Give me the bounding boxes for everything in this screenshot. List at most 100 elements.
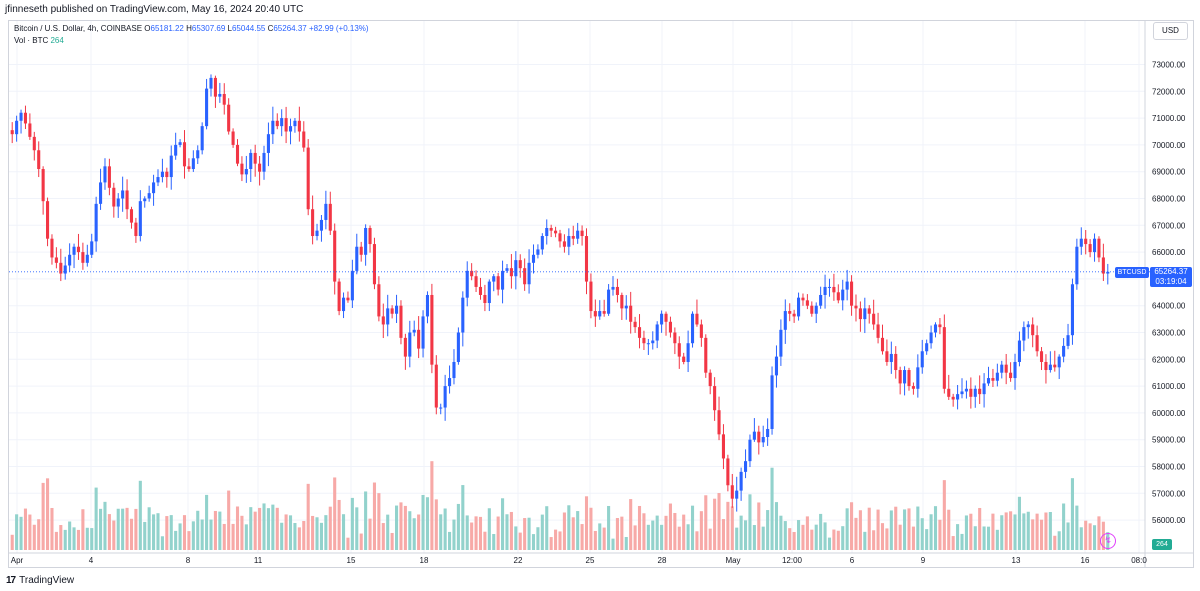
volume-bar (885, 528, 889, 550)
chart-legend[interactable]: Bitcoin / U.S. Dollar, 4h, COINBASE O651… (14, 23, 369, 47)
volume-bar (465, 515, 469, 550)
volume-bar (589, 507, 593, 550)
volume-bar (456, 503, 460, 550)
symbol-tag: BTCUSD (1115, 267, 1149, 278)
candle-body (112, 187, 116, 207)
volume-bar (845, 508, 849, 550)
time-tick-label: 28 (658, 556, 667, 565)
candle-body (474, 276, 478, 287)
candle-body (364, 227, 368, 255)
volume-bar (677, 526, 681, 550)
candle-body (1026, 324, 1030, 328)
candle-body (372, 244, 377, 285)
candle-body (15, 120, 19, 135)
volume-bar (827, 537, 832, 550)
candle-body (209, 77, 213, 89)
volume-bar (32, 524, 36, 550)
candle-body (355, 246, 359, 271)
volume-bar (253, 511, 257, 550)
candle-body (178, 142, 182, 145)
volume-bar (920, 518, 924, 550)
time-tick-label: 15 (347, 556, 356, 565)
candle-body (938, 324, 942, 328)
volume-bar (1026, 511, 1030, 550)
currency-button[interactable]: USD (1153, 22, 1188, 40)
candle-body (156, 177, 160, 183)
last-price-tag: 65264.37 03:19:04 (1150, 267, 1192, 287)
candle-body (933, 324, 938, 333)
candle-body (956, 394, 960, 400)
volume-bar (779, 515, 783, 550)
candle-body (72, 246, 76, 255)
candle-body (341, 297, 346, 312)
volume-bar (209, 519, 213, 550)
volume-bar (523, 518, 527, 550)
candle-body (995, 372, 999, 381)
volume-bar (200, 519, 204, 550)
candle-body (607, 289, 611, 314)
candle-body (850, 281, 854, 306)
candle-body (94, 203, 98, 242)
candle-body (231, 131, 235, 145)
candle-body (713, 386, 717, 411)
volume-bar (421, 494, 425, 550)
candle-body (695, 313, 699, 325)
volume-bar (730, 506, 734, 550)
candle-body (1084, 238, 1088, 245)
volume-bar (942, 480, 946, 550)
legend-open-label: O (144, 24, 151, 33)
candle-body (1062, 345, 1066, 357)
candle-body (827, 286, 832, 288)
volume-bar (1084, 520, 1088, 550)
volume-bar (461, 485, 465, 550)
tradingview-logo[interactable]: 17 TradingView (6, 575, 74, 586)
volume-bar (107, 514, 111, 550)
volume-bar (509, 511, 513, 550)
candle-body (611, 286, 615, 290)
volume-bar (717, 493, 721, 550)
volume-bar (907, 508, 911, 550)
candle-body (721, 434, 725, 459)
candle-body (518, 260, 522, 269)
legend-price-row: Bitcoin / U.S. Dollar, 4h, COINBASE O651… (14, 23, 369, 35)
candle-body (478, 286, 483, 295)
price-tick-label: 59000.00 (1152, 436, 1186, 445)
volume-bar (1075, 505, 1079, 550)
volume-bar (205, 494, 209, 550)
candle-body (964, 388, 968, 392)
volume-bar (911, 526, 915, 550)
volume-bar (1062, 503, 1066, 550)
volume-bar (1048, 512, 1052, 550)
candle-body (1013, 361, 1017, 379)
chart-frame[interactable] (8, 20, 1194, 568)
price-axis: 73000.00 72000.00 71000.00 70000.00 69000.00… (1152, 61, 1186, 526)
candle-body (554, 230, 558, 234)
candle-body (1092, 238, 1097, 253)
volume-bar (134, 508, 138, 550)
volume-bar (63, 529, 67, 550)
volume-bar (368, 518, 372, 550)
lightning-icon[interactable]: ↯ (1100, 533, 1116, 549)
volume-bar (227, 490, 231, 550)
candle-body (797, 297, 801, 317)
volume-bar (125, 507, 129, 550)
time-tick-label: 16 (1081, 556, 1090, 565)
volume-bar (770, 467, 774, 550)
candle-body (253, 152, 257, 164)
time-tick-label: 08:0 (1131, 556, 1147, 565)
volume-bar (333, 477, 337, 550)
volume-bar (788, 528, 792, 550)
volume-bar (903, 509, 907, 550)
candle-body (32, 136, 36, 151)
volume-bar (72, 527, 76, 550)
volume-bar (571, 517, 575, 550)
candle-body (103, 166, 107, 183)
candle-body (615, 286, 619, 295)
candle-body (761, 437, 765, 443)
volume-bar (439, 514, 443, 550)
volume-bar (739, 515, 743, 550)
candle-body (1097, 238, 1101, 258)
candle-body (328, 203, 332, 231)
candle-body (196, 150, 200, 159)
